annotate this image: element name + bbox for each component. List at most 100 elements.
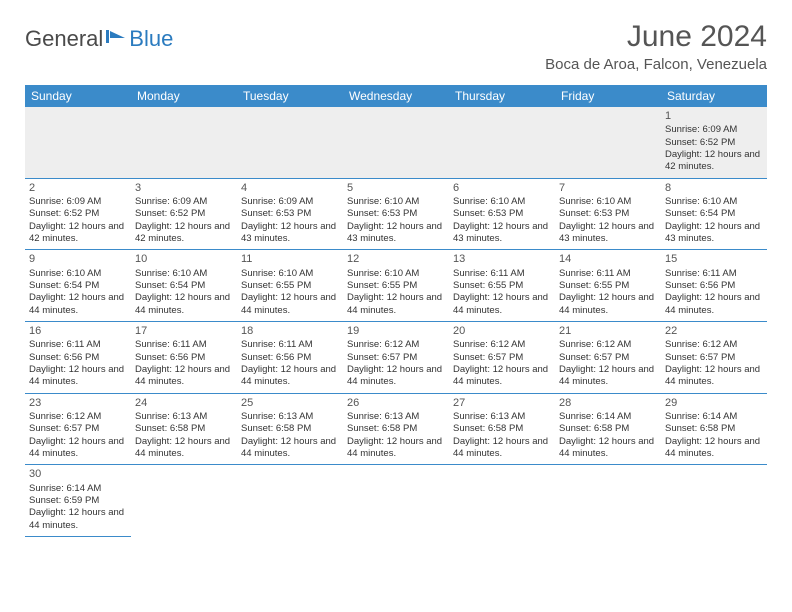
logo: General Blue bbox=[25, 20, 173, 52]
day-number: 11 bbox=[241, 252, 339, 266]
weekday-header: Friday bbox=[555, 85, 661, 107]
logo-text-general: General bbox=[25, 26, 103, 52]
sunset-line: Sunset: 6:56 PM bbox=[241, 352, 339, 364]
calendar-row: 2Sunrise: 6:09 AMSunset: 6:52 PMDaylight… bbox=[25, 178, 767, 250]
sunrise-line: Sunrise: 6:11 AM bbox=[559, 268, 657, 280]
calendar-cell: 7Sunrise: 6:10 AMSunset: 6:53 PMDaylight… bbox=[555, 178, 661, 250]
calendar-cell: 29Sunrise: 6:14 AMSunset: 6:58 PMDayligh… bbox=[661, 393, 767, 465]
calendar-cell-empty bbox=[449, 465, 555, 537]
calendar-body: 1Sunrise: 6:09 AMSunset: 6:52 PMDaylight… bbox=[25, 107, 767, 537]
day-number: 30 bbox=[29, 467, 127, 481]
sunrise-line: Sunrise: 6:10 AM bbox=[135, 268, 233, 280]
daylight-line: Daylight: 12 hours and 44 minutes. bbox=[29, 436, 127, 461]
weekday-header: Sunday bbox=[25, 85, 131, 107]
daylight-line: Daylight: 12 hours and 44 minutes. bbox=[559, 364, 657, 389]
sunset-line: Sunset: 6:54 PM bbox=[665, 208, 763, 220]
sunset-line: Sunset: 6:53 PM bbox=[453, 208, 551, 220]
daylight-line: Daylight: 12 hours and 42 minutes. bbox=[665, 149, 763, 174]
day-number: 4 bbox=[241, 181, 339, 195]
weekday-header: Wednesday bbox=[343, 85, 449, 107]
daylight-line: Daylight: 12 hours and 44 minutes. bbox=[241, 436, 339, 461]
sunrise-line: Sunrise: 6:12 AM bbox=[559, 339, 657, 351]
sunset-line: Sunset: 6:54 PM bbox=[135, 280, 233, 292]
day-number: 12 bbox=[347, 252, 445, 266]
sunrise-line: Sunrise: 6:10 AM bbox=[347, 268, 445, 280]
daylight-line: Daylight: 12 hours and 43 minutes. bbox=[559, 221, 657, 246]
sunset-line: Sunset: 6:56 PM bbox=[29, 352, 127, 364]
daylight-line: Daylight: 12 hours and 42 minutes. bbox=[29, 221, 127, 246]
day-number: 27 bbox=[453, 396, 551, 410]
sunset-line: Sunset: 6:55 PM bbox=[347, 280, 445, 292]
calendar-cell-empty bbox=[555, 465, 661, 537]
day-number: 6 bbox=[453, 181, 551, 195]
day-number: 13 bbox=[453, 252, 551, 266]
daylight-line: Daylight: 12 hours and 44 minutes. bbox=[559, 292, 657, 317]
sunset-line: Sunset: 6:58 PM bbox=[453, 423, 551, 435]
day-number: 2 bbox=[29, 181, 127, 195]
sunrise-line: Sunrise: 6:14 AM bbox=[29, 483, 127, 495]
daylight-line: Daylight: 12 hours and 44 minutes. bbox=[453, 292, 551, 317]
sunrise-line: Sunrise: 6:12 AM bbox=[29, 411, 127, 423]
calendar-cell: 24Sunrise: 6:13 AMSunset: 6:58 PMDayligh… bbox=[131, 393, 237, 465]
header: General Blue June 2024 Boca de Aroa, Fal… bbox=[25, 20, 767, 73]
daylight-line: Daylight: 12 hours and 43 minutes. bbox=[665, 221, 763, 246]
sunset-line: Sunset: 6:58 PM bbox=[241, 423, 339, 435]
logo-text-blue: Blue bbox=[129, 26, 173, 52]
day-number: 5 bbox=[347, 181, 445, 195]
calendar-cell-empty bbox=[343, 107, 449, 178]
calendar-row: 16Sunrise: 6:11 AMSunset: 6:56 PMDayligh… bbox=[25, 322, 767, 394]
day-number: 28 bbox=[559, 396, 657, 410]
day-number: 29 bbox=[665, 396, 763, 410]
sunrise-line: Sunrise: 6:10 AM bbox=[241, 268, 339, 280]
sunset-line: Sunset: 6:53 PM bbox=[347, 208, 445, 220]
calendar-cell-empty bbox=[237, 107, 343, 178]
sunrise-line: Sunrise: 6:09 AM bbox=[29, 196, 127, 208]
flag-icon bbox=[105, 26, 127, 52]
calendar-row: 9Sunrise: 6:10 AMSunset: 6:54 PMDaylight… bbox=[25, 250, 767, 322]
calendar-cell: 28Sunrise: 6:14 AMSunset: 6:58 PMDayligh… bbox=[555, 393, 661, 465]
page-title: June 2024 bbox=[545, 20, 767, 54]
sunset-line: Sunset: 6:55 PM bbox=[559, 280, 657, 292]
calendar-cell: 10Sunrise: 6:10 AMSunset: 6:54 PMDayligh… bbox=[131, 250, 237, 322]
daylight-line: Daylight: 12 hours and 44 minutes. bbox=[453, 436, 551, 461]
calendar-cell: 20Sunrise: 6:12 AMSunset: 6:57 PMDayligh… bbox=[449, 322, 555, 394]
sunset-line: Sunset: 6:55 PM bbox=[453, 280, 551, 292]
calendar-cell: 17Sunrise: 6:11 AMSunset: 6:56 PMDayligh… bbox=[131, 322, 237, 394]
day-number: 22 bbox=[665, 324, 763, 338]
calendar-cell: 22Sunrise: 6:12 AMSunset: 6:57 PMDayligh… bbox=[661, 322, 767, 394]
calendar-cell: 18Sunrise: 6:11 AMSunset: 6:56 PMDayligh… bbox=[237, 322, 343, 394]
sunset-line: Sunset: 6:52 PM bbox=[135, 208, 233, 220]
calendar-cell-empty bbox=[555, 107, 661, 178]
daylight-line: Daylight: 12 hours and 44 minutes. bbox=[29, 292, 127, 317]
daylight-line: Daylight: 12 hours and 44 minutes. bbox=[347, 364, 445, 389]
calendar-cell: 11Sunrise: 6:10 AMSunset: 6:55 PMDayligh… bbox=[237, 250, 343, 322]
sunrise-line: Sunrise: 6:13 AM bbox=[241, 411, 339, 423]
sunset-line: Sunset: 6:57 PM bbox=[347, 352, 445, 364]
calendar-cell-empty bbox=[661, 465, 767, 537]
day-number: 9 bbox=[29, 252, 127, 266]
weekday-header: Tuesday bbox=[237, 85, 343, 107]
day-number: 18 bbox=[241, 324, 339, 338]
calendar-cell: 26Sunrise: 6:13 AMSunset: 6:58 PMDayligh… bbox=[343, 393, 449, 465]
day-number: 20 bbox=[453, 324, 551, 338]
daylight-line: Daylight: 12 hours and 42 minutes. bbox=[135, 221, 233, 246]
sunset-line: Sunset: 6:57 PM bbox=[453, 352, 551, 364]
sunrise-line: Sunrise: 6:13 AM bbox=[347, 411, 445, 423]
sunrise-line: Sunrise: 6:11 AM bbox=[453, 268, 551, 280]
calendar-cell: 21Sunrise: 6:12 AMSunset: 6:57 PMDayligh… bbox=[555, 322, 661, 394]
sunrise-line: Sunrise: 6:10 AM bbox=[453, 196, 551, 208]
sunrise-line: Sunrise: 6:10 AM bbox=[347, 196, 445, 208]
sunset-line: Sunset: 6:57 PM bbox=[665, 352, 763, 364]
calendar-cell: 13 Sunrise: 6:11 AMSunset: 6:55 PMDayligh… bbox=[449, 250, 555, 322]
daylight-line: Daylight: 12 hours and 44 minutes. bbox=[453, 364, 551, 389]
day-number: 7 bbox=[559, 181, 657, 195]
day-number: 1 bbox=[665, 109, 763, 123]
day-number: 24 bbox=[135, 396, 233, 410]
calendar-cell-empty bbox=[343, 465, 449, 537]
calendar-cell: 19Sunrise: 6:12 AMSunset: 6:57 PMDayligh… bbox=[343, 322, 449, 394]
calendar-cell: 3Sunrise: 6:09 AMSunset: 6:52 PMDaylight… bbox=[131, 178, 237, 250]
calendar-cell: 2Sunrise: 6:09 AMSunset: 6:52 PMDaylight… bbox=[25, 178, 131, 250]
calendar-cell: 30Sunrise: 6:14 AMSunset: 6:59 PMDayligh… bbox=[25, 465, 131, 537]
day-number: 8 bbox=[665, 181, 763, 195]
calendar-cell: 1Sunrise: 6:09 AMSunset: 6:52 PMDaylight… bbox=[661, 107, 767, 178]
